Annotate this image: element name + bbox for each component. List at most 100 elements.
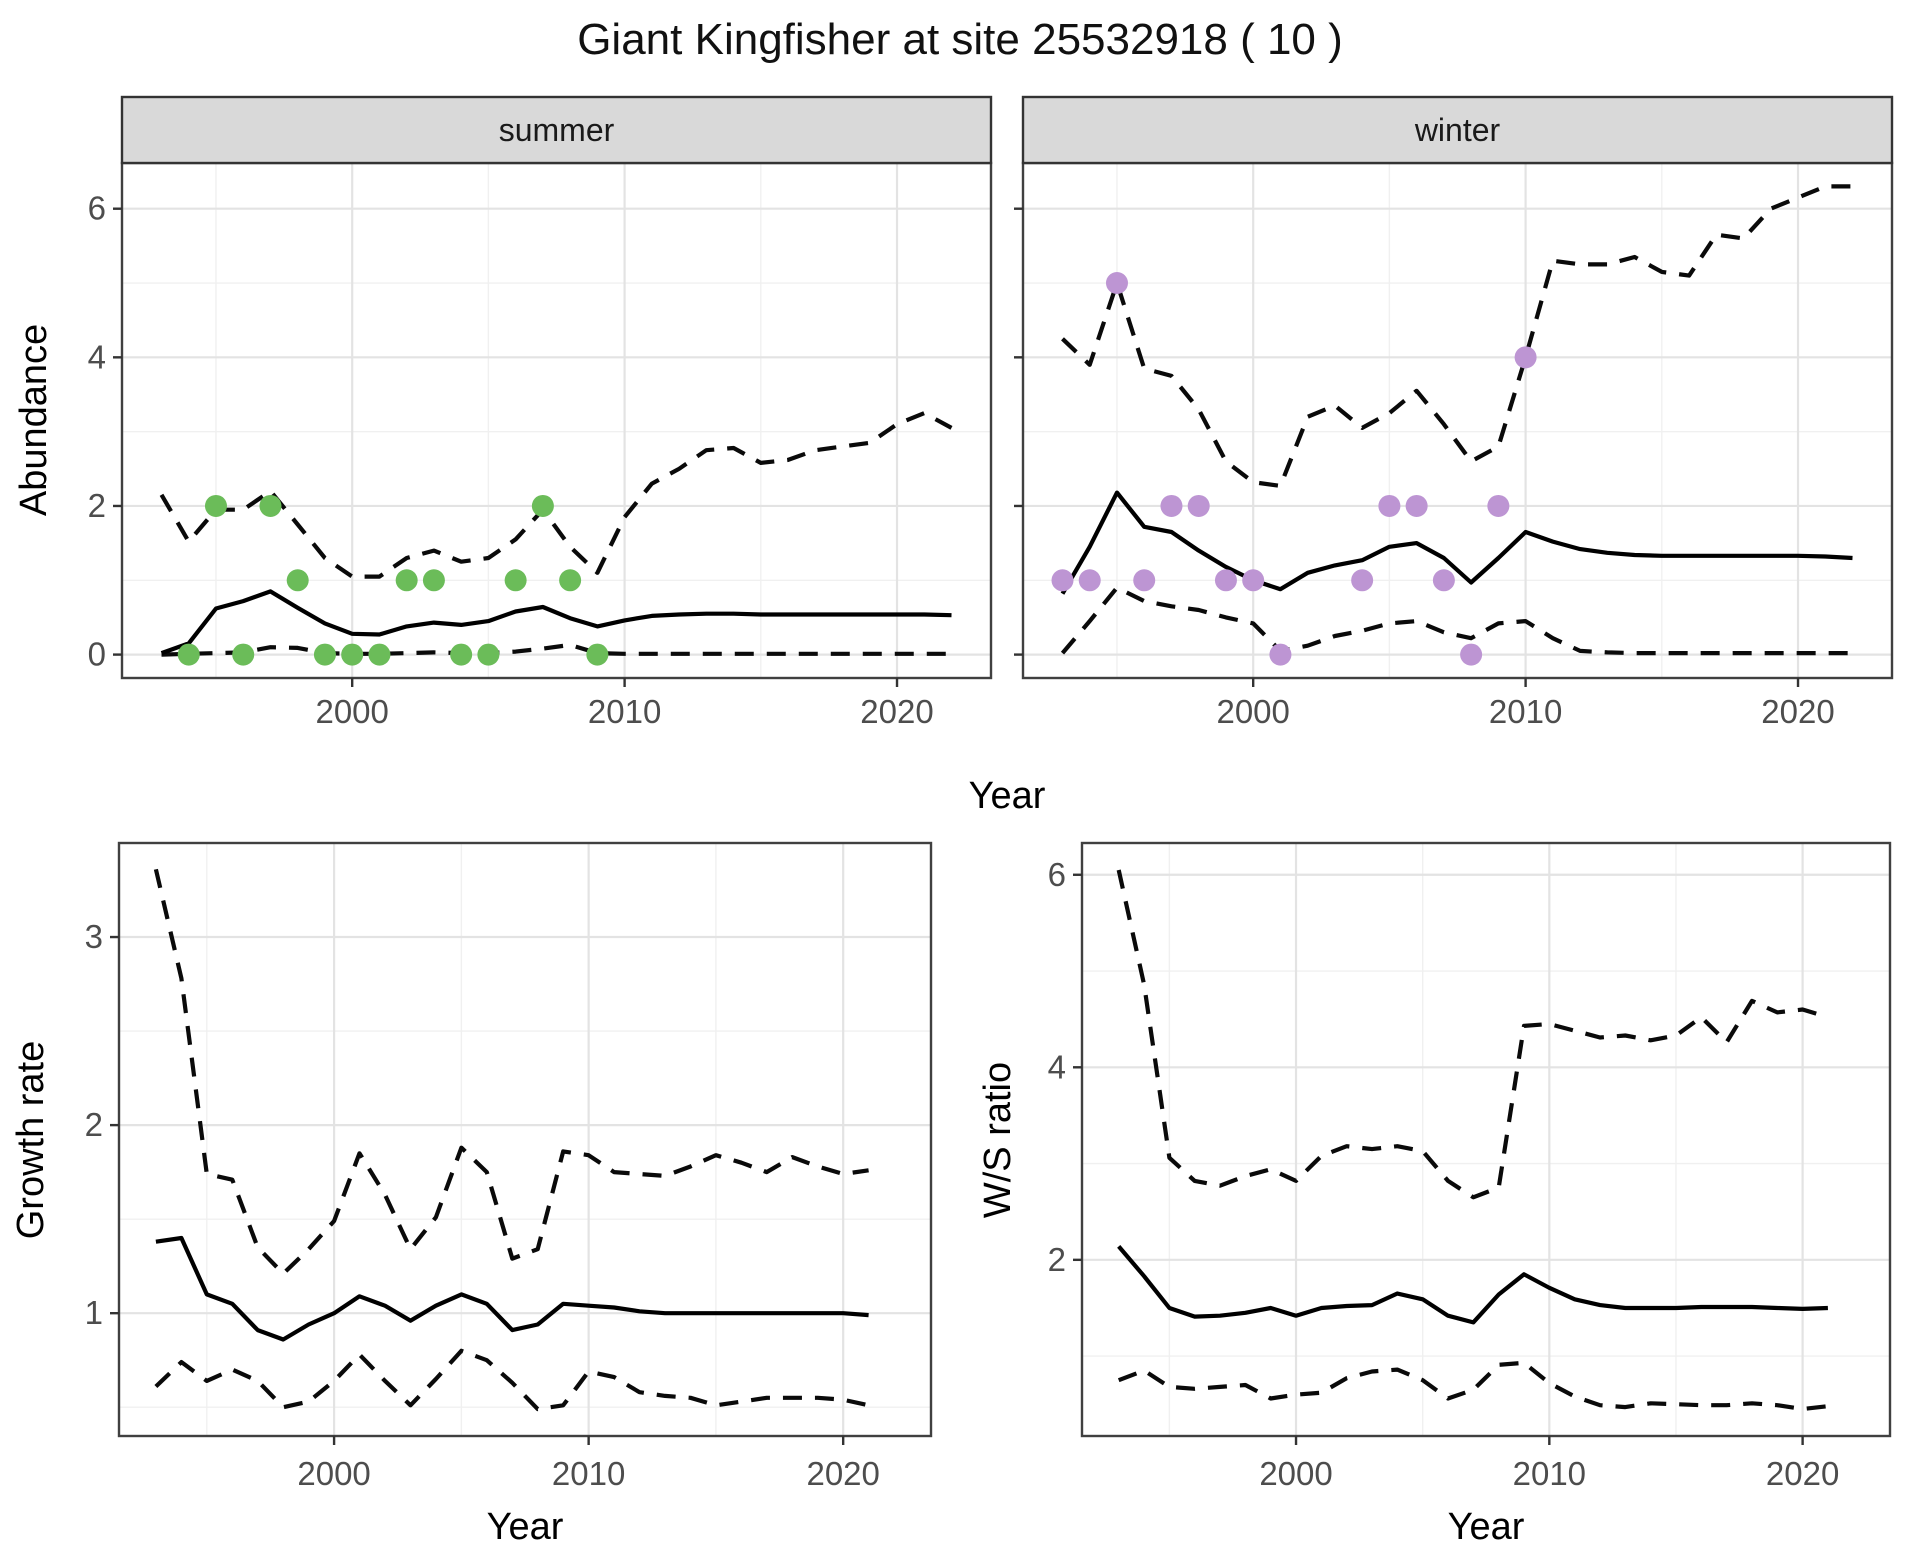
observation-point <box>1051 569 1074 592</box>
observation-point <box>1514 346 1537 369</box>
lower-ci-line <box>161 642 952 657</box>
panel-background <box>1023 163 1892 678</box>
y-axis-title-growth-rate: Growth rate <box>10 1040 52 1240</box>
panel-background <box>122 163 991 678</box>
gridlines-minor <box>122 163 991 678</box>
y-tick-label: 2 <box>85 1106 103 1143</box>
observation-point <box>1487 494 1510 517</box>
plot-title: Giant Kingfisher at site 25532918 ( 10 ) <box>577 15 1343 64</box>
x-tick-label: 2010 <box>552 1455 625 1492</box>
observation-point <box>204 494 227 517</box>
observation-point <box>1133 569 1156 592</box>
observation-point <box>559 569 582 592</box>
y-axis-title-abundance: Abundance <box>13 323 55 517</box>
x-tick-label: 2000 <box>315 693 388 730</box>
panel-border <box>117 841 933 1438</box>
upper-ci-line <box>1061 184 1853 488</box>
observation-point <box>1269 643 1292 666</box>
observation-point <box>1187 494 1210 517</box>
x-axis-title-top: Year <box>968 775 1046 817</box>
panel-background <box>1082 843 1890 1436</box>
observation-point <box>477 643 500 666</box>
x-axis-title-ws: Year <box>1447 1506 1525 1548</box>
observation-points <box>1051 272 1537 666</box>
x-tick-label: 2020 <box>806 1455 879 1492</box>
y-axis: 1 2 3 <box>85 918 119 1331</box>
observation-point <box>232 643 255 666</box>
observation-point <box>1105 272 1128 295</box>
gridlines-major <box>1082 843 1890 1436</box>
observation-point <box>395 569 418 592</box>
y-axis: 0 2 4 6 <box>88 190 122 673</box>
observation-point <box>1378 494 1401 517</box>
panel-growth: 2000 2010 2020 1 2 3 <box>85 841 933 1492</box>
y-axis <box>1014 207 1023 656</box>
observation-point <box>422 569 445 592</box>
facet-strip-label-summer: summer <box>498 111 615 148</box>
x-tick-label: 2010 <box>1513 1455 1586 1492</box>
x-axis: 2000 2010 2020 <box>315 678 934 730</box>
y-axis: 2 4 6 <box>1048 856 1082 1278</box>
facet-strip <box>120 95 993 165</box>
observation-point <box>1214 569 1237 592</box>
mean-line <box>155 1235 869 1342</box>
mean-line <box>1060 490 1853 595</box>
gridlines-minor <box>1082 843 1890 1436</box>
y-axis-title-ws-ratio: W/S ratio <box>977 1061 1019 1219</box>
panel-background <box>119 843 931 1436</box>
x-tick-label: 2000 <box>1259 1455 1332 1492</box>
observation-point <box>313 643 336 666</box>
y-tick-label: 1 <box>85 1294 103 1331</box>
y-tick-label: 2 <box>88 487 106 524</box>
y-tick-label: 2 <box>1048 1241 1066 1278</box>
observation-points <box>177 494 609 666</box>
y-tick-label: 4 <box>88 338 106 375</box>
gridlines-minor <box>1023 163 1892 678</box>
panel-border <box>1080 841 1892 1438</box>
observation-point <box>1078 569 1101 592</box>
x-tick-label: 2010 <box>1489 693 1562 730</box>
observation-point <box>341 643 364 666</box>
mean-line <box>1117 1245 1828 1325</box>
x-tick-label: 2010 <box>588 693 661 730</box>
x-axis: 2000 2010 2020 <box>297 1436 880 1492</box>
lower-ci-line <box>154 1348 870 1412</box>
observation-point <box>450 643 473 666</box>
observation-point <box>368 643 391 666</box>
panel-ws: 2000 2010 2020 2 4 6 <box>1048 841 1892 1492</box>
y-tick-label: 0 <box>88 636 106 673</box>
x-tick-label: 2000 <box>1216 693 1289 730</box>
observation-point <box>259 494 282 517</box>
observation-point <box>1242 569 1265 592</box>
lower-ci-line <box>1060 585 1853 656</box>
panel-summer: 2000 2010 2020 0 2 4 6 <box>88 95 993 730</box>
observation-point <box>1160 494 1183 517</box>
y-tick-label: 4 <box>1048 1048 1066 1085</box>
panel-winter: 2000 2010 2020 <box>1014 95 1894 730</box>
x-axis-title-growth: Year <box>486 1506 564 1548</box>
facet-strip <box>1021 95 1894 165</box>
upper-ci-line <box>153 868 869 1276</box>
facet-strip-label-winter: winter <box>1414 111 1501 148</box>
observation-point <box>1432 569 1455 592</box>
gridlines-minor <box>119 843 931 1436</box>
observation-point <box>531 494 554 517</box>
observation-point <box>177 643 200 666</box>
observation-point <box>1460 643 1483 666</box>
upper-ci-line <box>1116 869 1829 1200</box>
upper-ci-line <box>159 411 953 579</box>
x-axis: 2000 2010 2020 <box>1259 1436 1839 1492</box>
observation-point <box>1405 494 1428 517</box>
x-tick-label: 2020 <box>1766 1455 1839 1492</box>
observation-point <box>504 569 527 592</box>
x-tick-label: 2020 <box>1761 693 1834 730</box>
observation-point <box>586 643 609 666</box>
observation-point <box>1351 569 1374 592</box>
y-tick-label: 3 <box>85 918 103 955</box>
x-tick-label: 2020 <box>860 693 933 730</box>
x-axis: 2000 2010 2020 <box>1216 678 1835 730</box>
x-tick-label: 2000 <box>297 1455 370 1492</box>
y-tick-label: 6 <box>88 190 106 227</box>
